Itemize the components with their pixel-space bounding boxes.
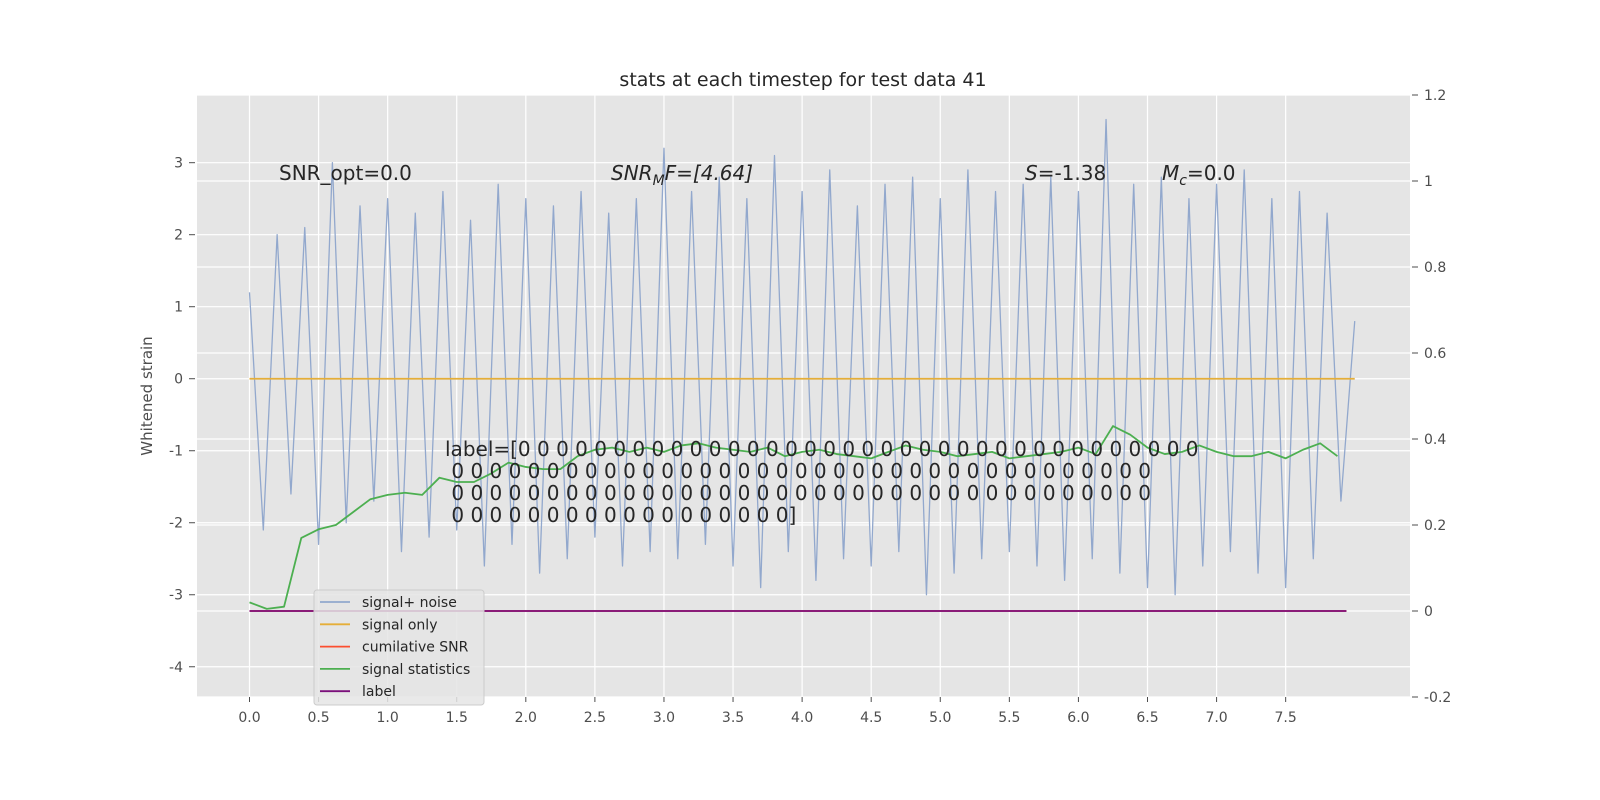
legend-box: [313, 589, 485, 706]
y-tick-label: -2: [169, 516, 183, 532]
x-tick-label: 6.5: [1136, 710, 1158, 726]
annotation-part: M: [653, 173, 665, 189]
series-line: [248, 118, 1356, 596]
annotation-line: 0 0 0 0 0 0 0 0 0 0 0 0 0 0 0 0 0 0]: [445, 503, 796, 527]
y-tick-label: 0: [174, 372, 183, 388]
y-tick-label: -4: [169, 660, 183, 676]
x-tick-label: 7.5: [1275, 710, 1297, 726]
x-tick-label: 5.0: [929, 710, 951, 726]
annotation-line: 0 0 0 0 0 0 0 0 0 0 0 0 0 0 0 0 0 0 0 0 …: [445, 459, 1151, 483]
annotation-part: S: [1025, 161, 1038, 185]
annotation-part: M: [1162, 161, 1179, 185]
x-tick-label: 3.5: [722, 710, 744, 726]
label-annotation: label=[0 0 0 0 0 0 0 0 0 0 0 0 0 0 0 0 0…: [445, 437, 1199, 527]
legend-label: signal statistics: [362, 662, 470, 678]
y2-tick-label: 0: [1424, 604, 1433, 620]
legend-label: signal+ noise: [362, 595, 457, 611]
y-axis-label: Whitened strain: [138, 336, 156, 455]
annotation-part: F=[4.64]: [665, 161, 753, 185]
annotation-line: 0 0 0 0 0 0 0 0 0 0 0 0 0 0 0 0 0 0 0 0 …: [445, 481, 1151, 505]
x-tick-label: 1.5: [446, 710, 468, 726]
y-tick-label: -1: [169, 444, 183, 460]
legend-label: cumilative SNR: [362, 640, 469, 656]
x-tick-label: 0.0: [238, 710, 260, 726]
y-tick-label: 2: [174, 228, 183, 244]
y2-tick-label: 0.2: [1424, 518, 1446, 534]
y2-tick-label: 0.4: [1424, 432, 1446, 448]
annotation: S=-1.38: [1025, 161, 1106, 185]
legend-label: label: [362, 684, 396, 700]
annotation-part: c: [1179, 173, 1187, 189]
annotation: SNR_opt=0.0: [279, 161, 412, 185]
x-tick-label: 4.0: [791, 710, 813, 726]
x-tick-label: 3.0: [653, 710, 675, 726]
x-tick-label: 5.5: [998, 710, 1020, 726]
x-tick-label: 7.0: [1205, 710, 1227, 726]
y2-tick-label: 1: [1424, 174, 1433, 190]
axes: 0.0 0.5 1.0 1.5 2.0 2.5 3.0 3.5 4.0 4.5 5.0 5.5 6.0 6…: [169, 88, 1451, 726]
series-line: [249, 425, 1339, 610]
y2-tick-label: -0.2: [1424, 690, 1451, 706]
y-tick-label: 3: [174, 156, 183, 172]
x-tick-label: 2.0: [515, 710, 537, 726]
x-tick-label: 6.0: [1067, 710, 1089, 726]
y2-tick-label: 0.6: [1424, 346, 1446, 362]
annotation: SNRMF=[4.64]: [611, 161, 753, 189]
x-tick-label: 4.5: [860, 710, 882, 726]
annotation: Mc=0.0: [1162, 161, 1236, 189]
annotation-line: label=[0 0 0 0 0 0 0 0 0 0 0 0 0 0 0 0 0…: [445, 437, 1199, 461]
y2-tick-label: 1.2: [1424, 88, 1446, 104]
x-tick-label: 0.5: [307, 710, 329, 726]
chart-title: stats at each timestep for test data 41: [619, 69, 986, 91]
legend-label: signal only: [362, 617, 437, 633]
x-tick-label: 1.0: [377, 710, 399, 726]
y-tick-label: 1: [174, 300, 183, 316]
x-tick-label: 2.5: [584, 710, 606, 726]
annotation-part: =0.0: [1187, 161, 1236, 185]
annotation-part: SNR: [611, 161, 653, 185]
annotation-part: =-1.38: [1038, 161, 1107, 185]
y-tick-label: -3: [169, 588, 183, 604]
y2-tick-label: 0.8: [1424, 260, 1446, 276]
legend: signal+ noise signal only cumilative SNR si…: [313, 589, 485, 706]
